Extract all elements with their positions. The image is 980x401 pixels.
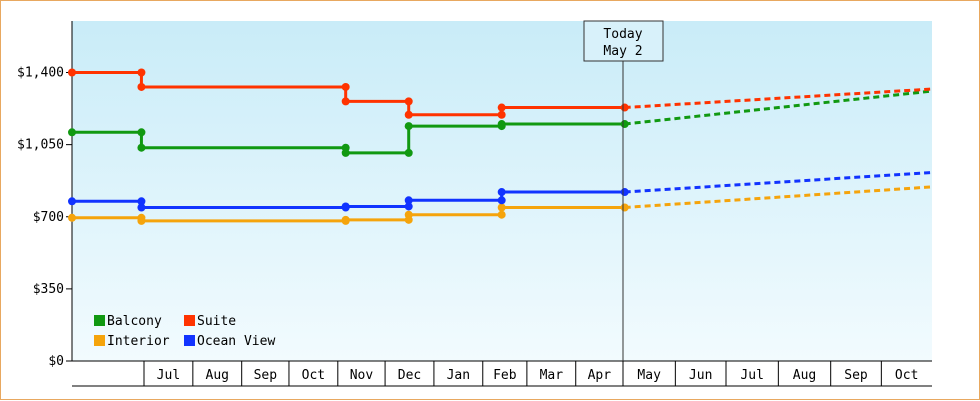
legend-swatch-balcony — [94, 315, 105, 326]
legend-swatch-interior — [94, 335, 105, 346]
legend-label-ocean-view: Ocean View — [197, 334, 275, 349]
today-callout-line2: May 2 — [603, 44, 642, 59]
data-point-interior — [497, 203, 506, 212]
x-tick-label: Sep — [254, 368, 278, 383]
legend: Balcony Suite Interior Ocean View — [94, 314, 275, 349]
x-tick-label: Oct — [895, 368, 918, 383]
data-point-balcony — [341, 148, 350, 157]
x-axis: Jul Aug Sep Oct Nov Dec Jan Feb Mar Apr May Jun Jul A… — [72, 360, 932, 387]
data-point-suite — [137, 82, 146, 91]
data-point-suite — [620, 103, 629, 112]
x-tick-label: Jul — [740, 368, 763, 383]
y-tick-label: $1,400 — [17, 66, 64, 81]
data-point-suite — [341, 82, 350, 91]
series-forecast-interior — [624, 185, 933, 209]
data-point-interior — [497, 210, 506, 219]
x-tick-label: Aug — [206, 368, 229, 383]
x-tick-label: Aug — [793, 368, 816, 383]
data-point-ocean-view — [404, 196, 413, 205]
data-point-suite — [137, 68, 146, 77]
y-tick-label: $350 — [33, 282, 64, 297]
legend-label-suite: Suite — [197, 314, 236, 329]
data-point-ocean-view — [497, 188, 506, 197]
y-tick-label: $1,050 — [17, 138, 64, 153]
data-point-ocean-view — [620, 188, 629, 197]
data-point-balcony — [137, 128, 146, 137]
today-marker: Today May 2 — [583, 20, 664, 361]
data-point-interior — [137, 216, 146, 225]
x-tick-label: Oct — [302, 368, 325, 383]
x-tick-label: Apr — [588, 368, 612, 383]
data-point-interior — [68, 213, 76, 222]
legend-swatch-suite — [184, 315, 195, 326]
data-point-suite — [497, 103, 506, 112]
x-tick-label: Jun — [689, 368, 712, 383]
x-tick-label: Jan — [447, 368, 470, 383]
data-point-interior — [620, 203, 629, 212]
data-point-balcony — [404, 122, 413, 131]
data-point-suite — [68, 68, 76, 77]
legend-label-balcony: Balcony — [107, 314, 162, 329]
data-point-suite — [497, 110, 506, 119]
data-point-suite — [404, 97, 413, 106]
data-point-balcony — [68, 128, 76, 137]
data-point-suite — [404, 110, 413, 119]
x-tick-label: Nov — [350, 368, 374, 383]
data-point-interior — [341, 215, 350, 224]
today-callout-box — [583, 20, 664, 62]
legend-swatch-ocean-view — [184, 335, 195, 346]
data-point-ocean-view — [497, 196, 506, 205]
data-point-ocean-view — [137, 203, 146, 212]
data-point-balcony — [404, 148, 413, 157]
x-tick-label: Jul — [157, 368, 180, 383]
series-layer — [68, 68, 933, 225]
data-point-balcony — [620, 120, 629, 129]
y-axis: $0 $350 $700 $1,050 $1,400 — [17, 21, 73, 369]
data-point-ocean-view — [137, 197, 146, 206]
series-forecast-suite — [624, 87, 933, 110]
y-tick-label: $700 — [33, 210, 64, 225]
data-point-suite — [341, 97, 350, 106]
y-tick-label: $0 — [48, 354, 64, 369]
data-point-ocean-view — [68, 197, 76, 206]
x-tick-label: Feb — [493, 368, 517, 383]
x-tick-label: May — [637, 368, 661, 383]
series-forecast-ocean-view — [624, 170, 933, 194]
data-point-ocean-view — [341, 202, 350, 211]
x-tick-label: Sep — [844, 368, 868, 383]
data-point-balcony — [497, 120, 506, 129]
x-tick-label: Mar — [540, 368, 564, 383]
x-tick-label: Dec — [398, 368, 421, 383]
today-callout-line1: Today — [603, 27, 642, 42]
legend-label-interior: Interior — [107, 334, 170, 349]
data-point-interior — [404, 210, 413, 219]
data-point-balcony — [137, 143, 146, 152]
data-point-ocean-view — [404, 202, 413, 211]
series-forecast-balcony — [624, 89, 933, 126]
